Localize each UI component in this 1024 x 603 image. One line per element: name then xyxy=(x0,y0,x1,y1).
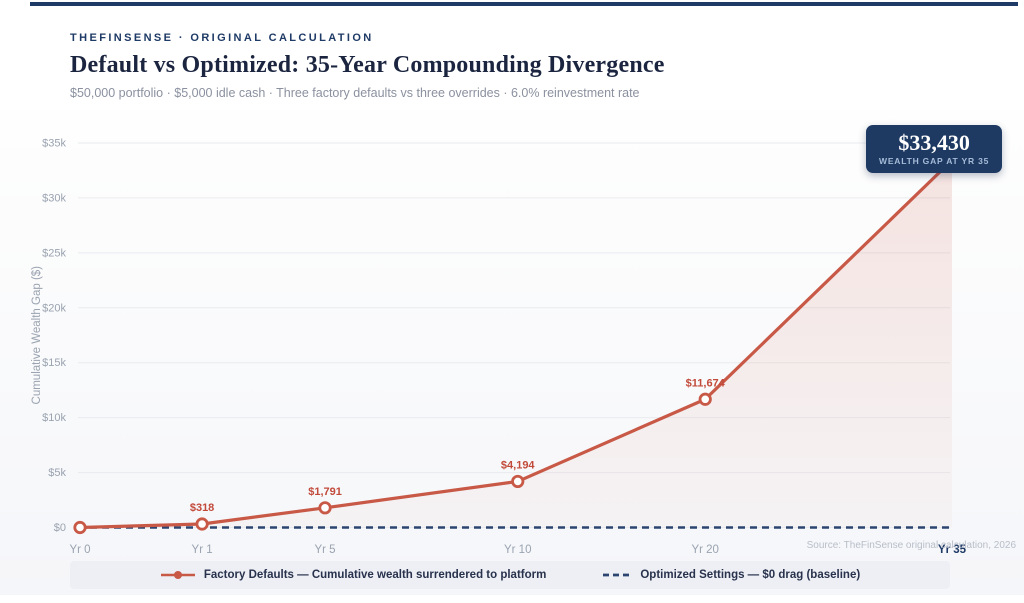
svg-text:$15k: $15k xyxy=(42,357,66,369)
svg-text:Yr 35: Yr 35 xyxy=(938,544,967,556)
svg-text:Yr 10: Yr 10 xyxy=(504,544,532,556)
red-line-dot-marker-icon xyxy=(160,571,195,579)
header: THEFINSENSE · ORIGINAL CALCULATION Defau… xyxy=(70,32,970,100)
svg-text:$11,674: $11,674 xyxy=(686,377,726,389)
brand-eyebrow: THEFINSENSE · ORIGINAL CALCULATION xyxy=(70,32,374,44)
svg-text:$4,194: $4,194 xyxy=(501,459,536,471)
svg-text:Yr 1: Yr 1 xyxy=(192,544,213,556)
svg-text:Yr 5: Yr 5 xyxy=(314,544,335,556)
svg-text:$25k: $25k xyxy=(42,247,66,259)
svg-text:$30k: $30k xyxy=(42,192,66,204)
wealth-gap-callout: $33,430 WEALTH GAP AT YR 35 xyxy=(866,125,1003,174)
source-note: Source: TheFinSense original calculation… xyxy=(806,540,1016,551)
svg-text:Yr 0: Yr 0 xyxy=(69,544,90,556)
chart-legend: Factory Defaults — Cumulative wealth sur… xyxy=(70,561,950,589)
legend-label-factory-defaults: Factory Defaults — Cumulative wealth sur… xyxy=(203,569,547,581)
svg-text:$0: $0 xyxy=(54,522,66,534)
svg-text:$1,791: $1,791 xyxy=(308,486,342,498)
callout-label: WEALTH GAP AT YR 35 xyxy=(879,156,990,167)
svg-text:$35k: $35k xyxy=(42,138,66,150)
svg-text:Yr 20: Yr 20 xyxy=(691,544,719,556)
svg-text:$5k: $5k xyxy=(48,467,66,479)
svg-text:Cumulative Wealth Gap ($): Cumulative Wealth Gap ($) xyxy=(31,266,43,405)
svg-text:$20k: $20k xyxy=(42,302,66,314)
legend-item-factory-defaults: Factory Defaults — Cumulative wealth sur… xyxy=(160,569,547,581)
legend-label-optimized-settings: Optimized Settings — $0 drag (baseline) xyxy=(640,569,861,581)
chart-subtitle: $50,000 portfolio · $5,000 idle cash · T… xyxy=(70,86,640,100)
svg-text:$10k: $10k xyxy=(42,412,66,424)
legend-item-optimized-settings: Optimized Settings — $0 drag (baseline) xyxy=(602,569,860,581)
top-accent-bar xyxy=(30,2,1018,6)
svg-text:$318: $318 xyxy=(190,502,214,514)
navy-dashed-line-marker-icon xyxy=(603,573,632,577)
page-title: Default vs Optimized: 35-Year Compoundin… xyxy=(70,52,665,78)
callout-value: $33,430 xyxy=(898,130,970,155)
